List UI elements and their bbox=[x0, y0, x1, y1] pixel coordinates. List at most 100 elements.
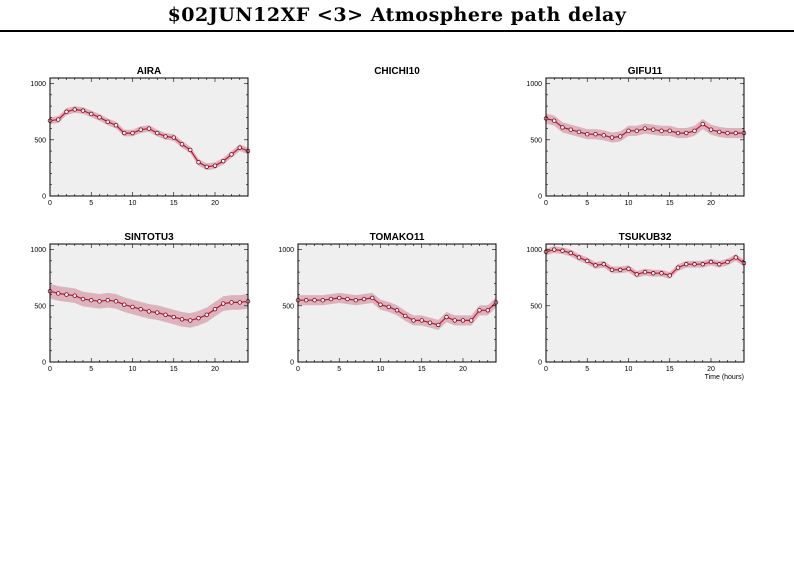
chart-title: GIFU11 bbox=[628, 66, 663, 77]
chart-title: TSUKUB32 bbox=[619, 232, 672, 243]
data-point bbox=[618, 267, 623, 273]
data-point bbox=[163, 312, 168, 317]
data-point bbox=[725, 130, 730, 136]
data-point bbox=[436, 322, 441, 328]
x-tick-label: 15 bbox=[666, 200, 674, 207]
page-title: $02JUN12XF <3> Atmosphere path delay bbox=[167, 4, 627, 26]
data-point bbox=[568, 250, 573, 256]
x-tick-label: 15 bbox=[666, 366, 674, 373]
data-point bbox=[204, 164, 209, 169]
x-tick-label: 10 bbox=[129, 200, 137, 207]
data-point bbox=[328, 296, 334, 302]
data-point bbox=[171, 314, 176, 320]
y-tick-label: 500 bbox=[282, 303, 294, 310]
y-tick-label: 0 bbox=[538, 194, 542, 201]
chart-title: TOMAKO11 bbox=[370, 232, 425, 243]
data-point bbox=[452, 318, 457, 323]
data-point bbox=[188, 147, 193, 153]
data-point bbox=[237, 145, 242, 150]
data-point bbox=[196, 315, 201, 321]
data-point bbox=[130, 304, 135, 310]
data-point bbox=[64, 292, 69, 297]
data-point bbox=[419, 318, 424, 323]
data-point bbox=[386, 304, 391, 310]
chart-title: SINTOTU3 bbox=[124, 232, 174, 243]
x-tick-label: 15 bbox=[170, 366, 178, 373]
y-tick-label: 1000 bbox=[278, 247, 294, 254]
plot-area bbox=[50, 78, 248, 196]
y-tick-label: 1000 bbox=[526, 81, 542, 88]
y-tick-label: 0 bbox=[42, 194, 46, 201]
x-tick-label: 5 bbox=[89, 366, 93, 373]
data-point bbox=[212, 163, 218, 168]
chart-panel: TSUKUB32 0 5 10 15 20 0 500 1000 Time (hours) bbox=[526, 232, 747, 381]
x-tick-label: 20 bbox=[459, 366, 467, 373]
x-tick-label: 5 bbox=[585, 366, 589, 373]
data-point bbox=[163, 134, 168, 139]
title-divider bbox=[0, 30, 794, 32]
data-point bbox=[659, 271, 664, 276]
data-point bbox=[113, 299, 119, 304]
data-point bbox=[337, 295, 342, 301]
data-point bbox=[80, 296, 86, 302]
chart-panel: GIFU11 0 5 10 15 20 0 500 1000 bbox=[526, 66, 747, 207]
data-point bbox=[618, 134, 623, 139]
data-point bbox=[601, 133, 606, 138]
data-point bbox=[634, 128, 639, 134]
data-point bbox=[105, 119, 110, 125]
data-point bbox=[733, 255, 738, 260]
data-point bbox=[89, 297, 94, 303]
data-point bbox=[64, 109, 69, 114]
data-point bbox=[221, 158, 226, 164]
data-point bbox=[576, 129, 582, 135]
data-point bbox=[560, 248, 565, 253]
data-point bbox=[651, 271, 656, 276]
data-point bbox=[72, 293, 77, 298]
data-point bbox=[179, 317, 185, 322]
x-tick-label: 20 bbox=[211, 366, 219, 373]
x-tick-label: 10 bbox=[625, 200, 633, 207]
x-axis-label: Time (hours) bbox=[705, 374, 744, 381]
data-point bbox=[146, 309, 152, 314]
x-tick-label: 5 bbox=[89, 200, 93, 207]
y-tick-label: 1000 bbox=[30, 247, 46, 254]
x-tick-label: 0 bbox=[544, 366, 548, 373]
data-point bbox=[237, 300, 242, 305]
data-point bbox=[204, 312, 209, 317]
y-tick-label: 0 bbox=[42, 360, 46, 367]
data-point bbox=[609, 267, 615, 273]
data-point bbox=[626, 128, 631, 134]
data-point bbox=[89, 111, 94, 117]
x-tick-label: 0 bbox=[296, 366, 300, 373]
data-point bbox=[403, 313, 408, 319]
data-point bbox=[378, 302, 383, 307]
x-tick-label: 10 bbox=[377, 366, 385, 373]
data-point bbox=[411, 318, 416, 323]
x-tick-label: 0 bbox=[48, 200, 52, 207]
data-point bbox=[122, 130, 127, 136]
data-point bbox=[585, 258, 590, 264]
x-tick-label: 10 bbox=[625, 366, 633, 373]
data-point bbox=[229, 152, 234, 157]
data-point bbox=[394, 308, 400, 313]
data-point bbox=[345, 296, 350, 302]
data-point bbox=[568, 127, 573, 132]
data-point bbox=[72, 107, 77, 112]
data-point bbox=[113, 122, 119, 128]
data-point bbox=[552, 118, 557, 123]
y-tick-label: 1000 bbox=[30, 81, 46, 88]
data-point bbox=[642, 269, 648, 275]
y-tick-label: 500 bbox=[530, 137, 542, 144]
x-tick-label: 20 bbox=[211, 200, 219, 207]
y-tick-label: 500 bbox=[34, 303, 46, 310]
x-tick-label: 20 bbox=[707, 366, 715, 373]
y-tick-label: 0 bbox=[290, 360, 294, 367]
y-tick-label: 500 bbox=[530, 303, 542, 310]
data-point bbox=[56, 291, 61, 296]
data-point bbox=[700, 262, 705, 267]
data-point bbox=[130, 130, 135, 136]
data-point bbox=[138, 306, 143, 312]
data-point bbox=[659, 128, 664, 134]
data-point bbox=[576, 255, 582, 260]
data-point bbox=[460, 318, 466, 323]
